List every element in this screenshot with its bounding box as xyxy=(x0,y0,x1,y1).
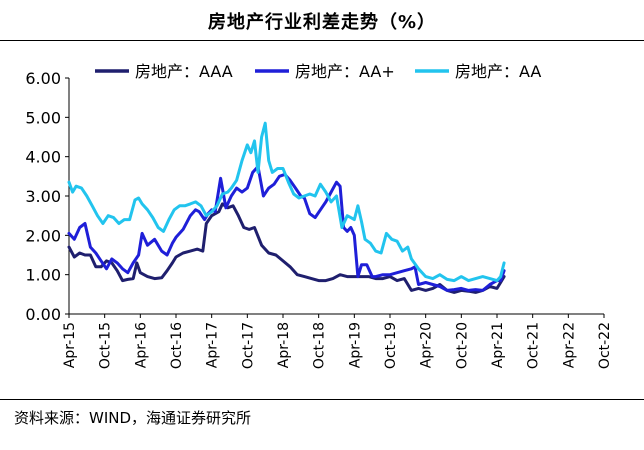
x-tick-label: Oct-21 xyxy=(526,322,542,369)
series-line-2 xyxy=(67,165,506,292)
x-tick-label: Apr-20 xyxy=(419,322,435,368)
x-tick-label: Apr-21 xyxy=(490,322,506,368)
legend-label-2: 房地产：AA+ xyxy=(295,62,395,81)
x-tick-label: Apr-17 xyxy=(205,322,221,368)
x-tick-label: Oct-18 xyxy=(312,322,328,369)
x-tick-label: Apr-22 xyxy=(561,322,577,368)
x-tick-label: Oct-22 xyxy=(597,322,613,369)
x-tick-label: Oct-20 xyxy=(454,322,470,369)
chart-title: 房地产行业利差走势（%） xyxy=(207,12,437,33)
series-line-3 xyxy=(67,121,506,283)
x-tick-label: Oct-19 xyxy=(383,322,399,369)
x-tick-label: Apr-18 xyxy=(276,322,292,368)
x-tick-label: Apr-16 xyxy=(133,322,149,368)
legend-label-3: 房地产：AA xyxy=(455,62,541,81)
y-tick-label: 5.00 xyxy=(25,108,61,127)
x-tick-label: Oct-16 xyxy=(169,322,185,369)
x-tick-label: Oct-15 xyxy=(98,322,114,369)
y-tick-label: 1.00 xyxy=(25,266,61,285)
y-tick-label: 4.00 xyxy=(25,148,61,167)
y-tick-label: 0.00 xyxy=(25,305,61,324)
bottom-divider xyxy=(0,399,644,400)
y-tick-label: 6.00 xyxy=(25,69,61,88)
source-note: 资料来源：WIND，海通证券研究所 xyxy=(14,409,252,427)
x-tick-label: Apr-15 xyxy=(62,322,78,368)
legend-label-1: 房地产：AAA xyxy=(135,62,233,81)
y-tick-label: 2.00 xyxy=(25,226,61,245)
top-divider xyxy=(0,40,644,41)
x-tick-label: Oct-17 xyxy=(240,322,256,369)
x-tick-label: Apr-19 xyxy=(347,322,363,368)
spread-line-chart: 0.00 1.00 2.00 3.00 4.00 5.00 6.00 Apr-15 Oct-15… xyxy=(25,62,613,369)
series-line-1 xyxy=(67,202,506,294)
y-tick-label: 3.00 xyxy=(25,187,61,206)
